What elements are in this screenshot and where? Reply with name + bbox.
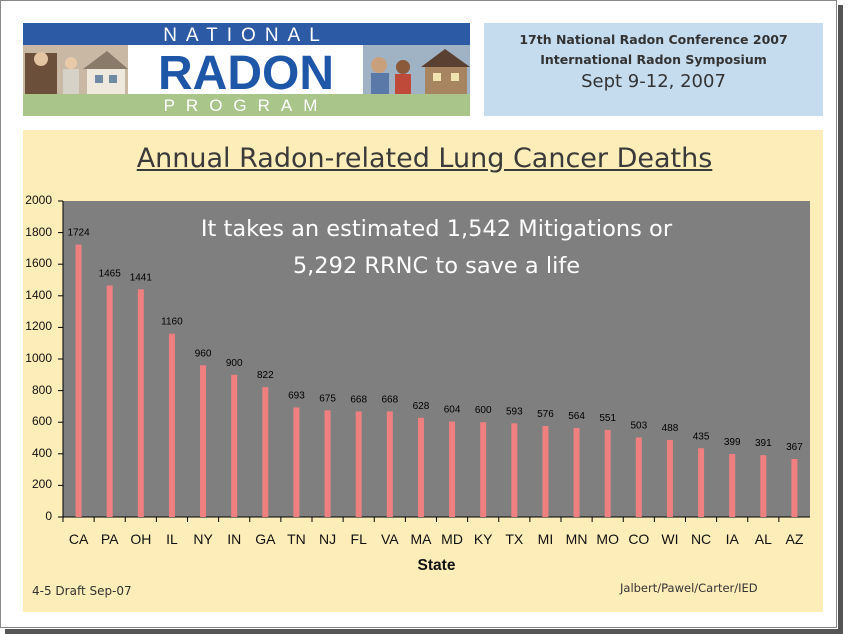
plot-area: [63, 201, 810, 517]
x-tick-label: WI: [661, 531, 679, 547]
slide-shadow-bottom: [5, 629, 843, 634]
x-tick-label: CO: [628, 531, 650, 547]
x-tick-label: GA: [255, 531, 276, 547]
y-tick-label: 1200: [25, 319, 52, 334]
community-photo: [363, 45, 470, 94]
mitigation-note-line-2: 5,292 RRNC to save a life: [292, 253, 581, 279]
logo-text-national: NATIONAL: [163, 25, 329, 46]
y-tick-label: 1600: [25, 256, 52, 271]
y-tick-label: 1400: [25, 287, 52, 302]
mitigation-note-line-1: It takes an estimated 1,542 Mitigations …: [200, 216, 673, 242]
x-tick-label: CA: [68, 531, 89, 547]
x-tick-label: AL: [754, 531, 772, 547]
chart-title: Annual Radon-related Lung Cancer Deaths: [136, 143, 713, 174]
x-tick-label: PA: [100, 531, 119, 547]
x-tick-label: VA: [380, 531, 399, 547]
y-tick-label: 800: [31, 382, 52, 397]
y-tick-label: 400: [31, 445, 52, 460]
conference-line-2: International Radon Symposium: [540, 52, 767, 67]
x-tick-label: AZ: [785, 531, 804, 547]
x-tick-label: MA: [410, 531, 432, 547]
conference-dates: Sept 9-12, 2007: [581, 71, 726, 92]
y-tick-label: 1800: [25, 224, 52, 239]
x-tick-label: NY: [193, 531, 213, 547]
x-tick-label: NC: [690, 531, 712, 547]
logo-text-program: PROGRAM: [164, 96, 329, 115]
x-tick-label: KY: [473, 531, 493, 547]
x-tick-label: IN: [227, 531, 242, 547]
slide-border: [0, 0, 837, 628]
x-tick-label: MN: [565, 531, 588, 547]
x-tick-label: MI: [537, 531, 554, 547]
x-tick-label: FL: [350, 531, 367, 547]
x-tick-label: IL: [166, 531, 178, 547]
x-tick-label: OH: [130, 531, 152, 547]
x-tick-label: TX: [505, 531, 524, 547]
y-tick-label: 200: [31, 477, 52, 492]
y-tick-label: 2000: [25, 193, 52, 207]
y-tick-label: 600: [31, 414, 52, 429]
authors-footer: Jalbert/Pawel/Carter/IED: [620, 581, 758, 595]
draft-footer: 4-5 Draft Sep-07: [32, 584, 132, 598]
x-tick-label: MD: [441, 531, 463, 547]
logo-text-radon: RADON: [158, 47, 334, 100]
conference-line-1: 17th National Radon Conference 2007: [519, 32, 788, 47]
y-tick-label: 1000: [25, 351, 52, 365]
x-tick-label: MO: [596, 531, 619, 547]
national-radon-program-logo: NATIONAL RADON PROGRAM: [23, 23, 470, 116]
x-tick-label: IA: [725, 531, 739, 547]
x-axis-label: State: [417, 557, 456, 574]
slide-shadow-right: [838, 5, 843, 634]
conference-info-box: 17th National Radon Conference 2007 Inte…: [484, 23, 823, 116]
x-tick-label: TN: [287, 531, 306, 547]
family-photo: [23, 45, 128, 94]
y-tick-label: 0: [45, 509, 52, 523]
x-tick-label: NJ: [319, 531, 337, 547]
